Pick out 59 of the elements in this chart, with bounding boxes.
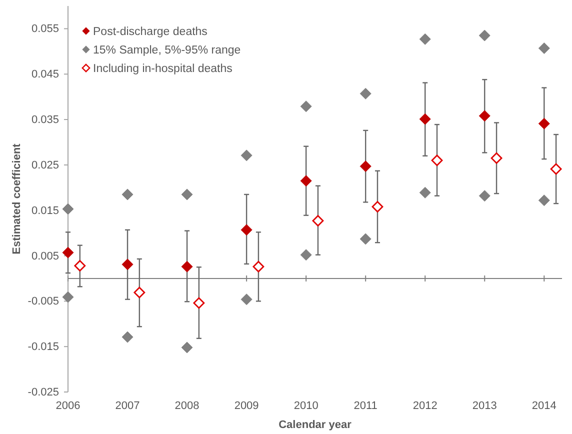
point — [538, 42, 550, 54]
x-tick-label: 2011 — [354, 400, 378, 412]
point — [431, 154, 443, 166]
point — [240, 150, 252, 162]
point — [300, 249, 312, 261]
y-tick-label: -0.025 — [28, 386, 59, 399]
point — [360, 88, 372, 100]
point — [181, 260, 193, 272]
point — [419, 33, 431, 45]
x-tick-label: 2009 — [234, 400, 259, 412]
point — [419, 113, 431, 125]
point — [252, 260, 264, 272]
point — [360, 160, 372, 172]
y-tick-label: -0.015 — [28, 341, 59, 354]
x-axis-title: Calendar year — [278, 419, 352, 431]
y-axis-title: Estimated coefficient — [11, 143, 23, 254]
point — [478, 190, 490, 202]
point — [240, 294, 252, 306]
point — [538, 118, 550, 130]
point — [490, 152, 502, 164]
x-tick-label: 2008 — [174, 400, 200, 412]
point — [62, 291, 74, 303]
point — [122, 188, 134, 200]
point — [538, 194, 550, 206]
point — [181, 342, 193, 354]
point — [478, 110, 490, 122]
y-tick-label: 0.035 — [31, 114, 59, 126]
point — [550, 163, 562, 175]
y-tick-label: -0.005 — [28, 296, 59, 308]
x-tick-label: 2013 — [472, 400, 497, 412]
y-tick-label: 0.055 — [31, 23, 59, 36]
x-tick-label: 2014 — [532, 400, 556, 412]
point — [134, 286, 146, 298]
point — [122, 331, 134, 343]
x-tick-label: 2010 — [294, 400, 318, 412]
point — [181, 188, 193, 200]
point — [193, 297, 205, 309]
point — [419, 186, 431, 198]
y-tick-label: 0.005 — [31, 250, 59, 262]
point — [62, 246, 74, 258]
x-tick-label: 2006 — [56, 400, 80, 412]
point — [240, 224, 252, 236]
legend-label: Post-discharge deaths — [93, 26, 208, 38]
point — [122, 258, 134, 270]
point — [372, 201, 384, 212]
y-tick-label: 0.015 — [31, 204, 59, 217]
point — [74, 260, 86, 272]
x-tick-label: 2007 — [115, 400, 140, 412]
point — [300, 175, 312, 187]
y-tick-label: 0.045 — [31, 68, 59, 81]
point — [300, 100, 312, 112]
point — [360, 233, 372, 245]
point — [478, 30, 490, 42]
point — [312, 215, 324, 226]
legend-label: Including in-hospital deaths — [93, 63, 233, 75]
point — [62, 203, 74, 215]
x-tick-label: 2012 — [412, 400, 438, 412]
y-tick-label: 0.025 — [31, 159, 59, 172]
legend-label: 15% Sample, 5%-95% range — [93, 44, 241, 56]
